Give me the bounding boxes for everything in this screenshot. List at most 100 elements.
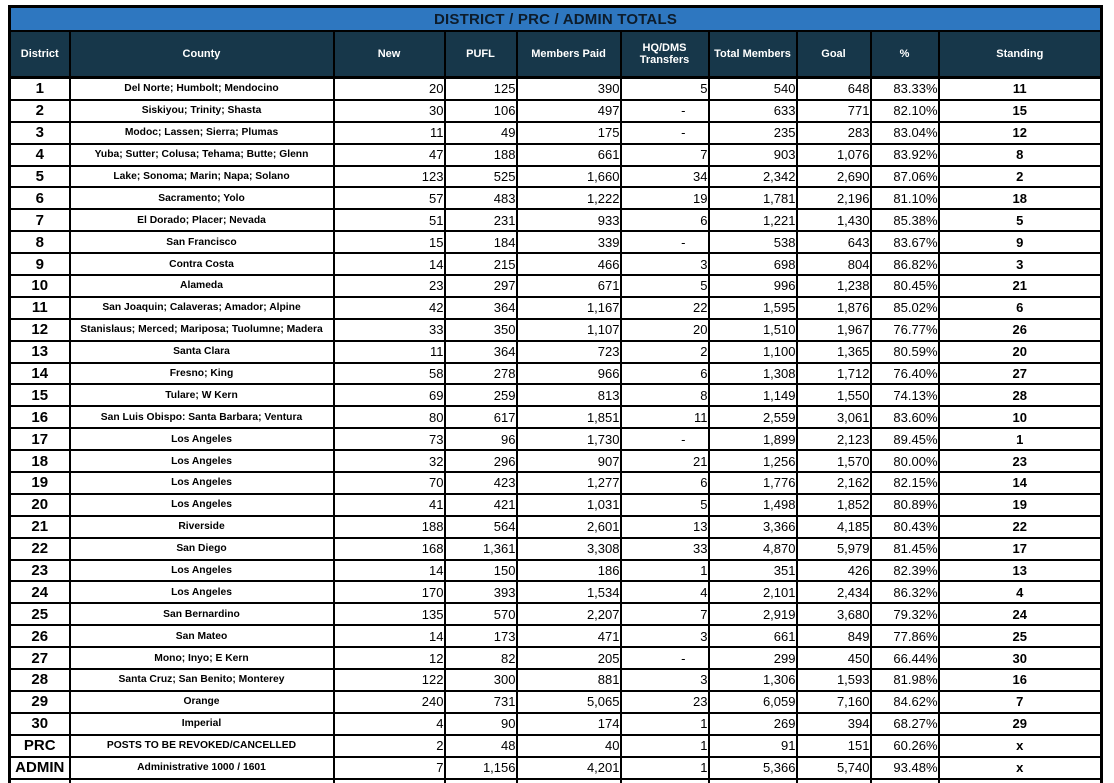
cell-members-paid: 339 [515, 230, 622, 255]
table-row: 29 Orange 240 731 5,065 23 6,059 7,160 84.62% 7 [8, 689, 1103, 714]
cell-standing: 17 [937, 536, 1103, 561]
cell-goal: 643 [795, 230, 872, 255]
cell-district: 29 [8, 689, 71, 714]
table-row: 24 Los Angeles 170 393 1,534 4 2,101 2,434 86.32… [8, 580, 1103, 605]
cell-members-paid: 205 [515, 646, 622, 671]
cell-standing: 27 [937, 361, 1103, 386]
cell-members-paid: 1,730 [515, 427, 622, 452]
table-row: 14 Fresno; King 58 278 966 6 1,308 1,712 76.40% 2… [8, 361, 1103, 386]
cell-pufl: 82 [443, 646, 518, 671]
table-row: 22 San Diego 168 1,361 3,308 33 4,870 5,979 81.4… [8, 536, 1103, 561]
cell-county: Administrative 1000 / 1601 [68, 755, 335, 780]
cell-members-paid: 1,851 [515, 405, 622, 430]
cell-district: 5 [8, 164, 71, 189]
cell-new: 20 [332, 76, 446, 101]
cell-new: 41 [332, 492, 446, 517]
cell-new: 4 [332, 711, 446, 736]
cell-new: 32 [332, 449, 446, 474]
cell-goal: 7,160 [795, 689, 872, 714]
clipped-cell [515, 777, 622, 783]
cell-goal: 1,593 [795, 668, 872, 692]
cell-percent: 82.15% [869, 471, 940, 495]
cell-percent: 85.02% [869, 295, 940, 320]
cell-percent: 93.48% [869, 755, 940, 780]
cell-standing: 19 [937, 492, 1103, 517]
table-row: 4 Yuba; Sutter; Colusa; Tehama; Butte; Gl… [8, 142, 1103, 167]
cell-new: 168 [332, 536, 446, 561]
cell-total-members: 540 [707, 76, 798, 101]
cell-goal: 804 [795, 252, 872, 277]
cell-hq-dms-transfers: 6 [619, 208, 710, 233]
cell-goal: 4,185 [795, 514, 872, 539]
cell-pufl: 483 [443, 186, 518, 211]
cell-hq-dms-transfers: 20 [619, 317, 710, 342]
cell-new: 15 [332, 230, 446, 255]
cell-pufl: 300 [443, 668, 518, 692]
cell-county: POSTS TO BE REVOKED/CANCELLED [68, 733, 335, 758]
clipped-cell [869, 777, 940, 783]
cell-total-members: 1,306 [707, 668, 798, 692]
cell-county: Lake; Sonoma; Marin; Napa; Solano [68, 164, 335, 189]
cell-percent: 77.86% [869, 624, 940, 649]
cell-county: Alameda [68, 274, 335, 298]
cell-standing: 28 [937, 383, 1103, 408]
cell-new: 58 [332, 361, 446, 386]
cell-district: 15 [8, 383, 71, 408]
table-row: 20 Los Angeles 41 421 1,031 5 1,498 1,852 80.89%… [8, 492, 1103, 517]
table-row: 27 Mono; Inyo; E Kern 12 82 205-299 450 66.44%… [8, 646, 1103, 671]
cell-hq-dms-transfers: 3 [619, 252, 710, 277]
column-header-new: New [332, 30, 446, 79]
cell-county: Riverside [68, 514, 335, 539]
cell-members-paid: 1,534 [515, 580, 622, 605]
column-header-hq-dms-transfers: HQ/DMS Transfers [619, 30, 710, 79]
cell-standing: 5 [937, 208, 1103, 233]
cell-percent: 89.45% [869, 427, 940, 452]
cell-pufl: 297 [443, 274, 518, 298]
table-row: PRC POSTS TO BE REVOKED/CANCELLED 2 48 40 1 91… [8, 733, 1103, 758]
cell-total-members: 2,342 [707, 164, 798, 189]
cell-standing: 8 [937, 142, 1103, 167]
cell-total-members: 351 [707, 558, 798, 583]
cell-hq-dms-transfers: 13 [619, 514, 710, 539]
cell-county: San Joaquin; Calaveras; Amador; Alpine [68, 295, 335, 320]
cell-pufl: 1,156 [443, 755, 518, 780]
cell-district: 14 [8, 361, 71, 386]
cell-pufl: 731 [443, 689, 518, 714]
cell-members-paid: 1,660 [515, 164, 622, 189]
cell-percent: 82.10% [869, 98, 940, 123]
clipped-cell [443, 777, 518, 783]
cell-district: 27 [8, 646, 71, 671]
cell-percent: 85.38% [869, 208, 940, 233]
cell-pufl: 49 [443, 120, 518, 145]
cell-district: 16 [8, 405, 71, 430]
cell-total-members: 1,899 [707, 427, 798, 452]
cell-hq-dms-transfers: 3 [619, 668, 710, 692]
cell-members-paid: 390 [515, 76, 622, 101]
cell-members-paid: 1,107 [515, 317, 622, 342]
cell-new: 188 [332, 514, 446, 539]
cell-members-paid: 186 [515, 558, 622, 583]
cell-members-paid: 907 [515, 449, 622, 474]
cell-standing: 12 [937, 120, 1103, 145]
cell-goal: 3,680 [795, 602, 872, 627]
cell-total-members: 1,510 [707, 317, 798, 342]
cell-district: 13 [8, 339, 71, 364]
cell-hq-dms-transfers: 3 [619, 624, 710, 649]
cell-total-members: 1,595 [707, 295, 798, 320]
cell-percent: 76.40% [869, 361, 940, 386]
cell-county: Los Angeles [68, 427, 335, 452]
cell-goal: 1,876 [795, 295, 872, 320]
cell-total-members: 2,559 [707, 405, 798, 430]
cell-county: Modoc; Lassen; Sierra; Plumas [68, 120, 335, 145]
cell-county: Los Angeles [68, 492, 335, 517]
cell-hq-dms-transfers: 23 [619, 689, 710, 714]
cell-district: 19 [8, 471, 71, 495]
cell-county: Los Angeles [68, 449, 335, 474]
cell-county: San Diego [68, 536, 335, 561]
cell-hq-dms-transfers: 34 [619, 164, 710, 189]
cell-district: 25 [8, 602, 71, 627]
cell-standing: x [937, 755, 1103, 780]
cell-total-members: 1,100 [707, 339, 798, 364]
cell-district: 26 [8, 624, 71, 649]
table-row: 23 Los Angeles 14 150 186 1 351 426 82.39% 13 [8, 558, 1103, 583]
